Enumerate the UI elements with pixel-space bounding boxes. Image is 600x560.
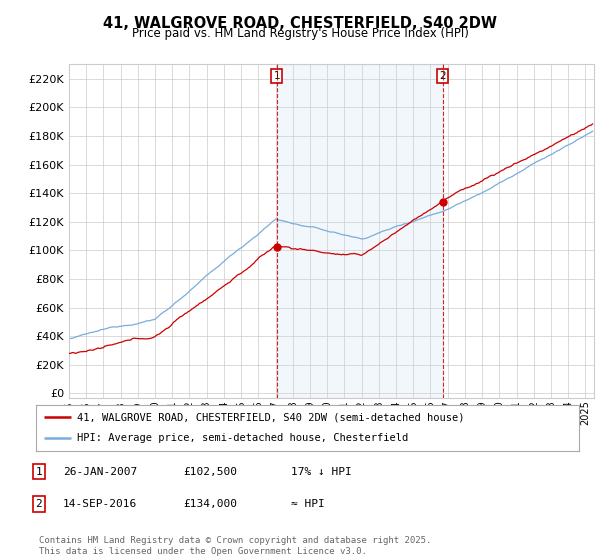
Text: 26-JAN-2007: 26-JAN-2007	[63, 466, 137, 477]
Bar	[277, 64, 443, 398]
Text: HPI: Average price, semi-detached house, Chesterfield: HPI: Average price, semi-detached house,…	[77, 433, 408, 444]
Text: 1: 1	[35, 466, 43, 477]
Text: 14-SEP-2016: 14-SEP-2016	[63, 499, 137, 509]
Text: £102,500: £102,500	[183, 466, 237, 477]
Text: 41, WALGROVE ROAD, CHESTERFIELD, S40 2DW: 41, WALGROVE ROAD, CHESTERFIELD, S40 2DW	[103, 16, 497, 31]
Text: Contains HM Land Registry data © Crown copyright and database right 2025.
This d: Contains HM Land Registry data © Crown c…	[39, 536, 431, 556]
Text: Price paid vs. HM Land Registry's House Price Index (HPI): Price paid vs. HM Land Registry's House …	[131, 27, 469, 40]
Text: ≈ HPI: ≈ HPI	[291, 499, 325, 509]
Text: 41, WALGROVE ROAD, CHESTERFIELD, S40 2DW (semi-detached house): 41, WALGROVE ROAD, CHESTERFIELD, S40 2DW…	[77, 412, 464, 422]
Text: 2: 2	[35, 499, 43, 509]
Text: £134,000: £134,000	[183, 499, 237, 509]
Text: 2: 2	[439, 71, 446, 81]
Text: 1: 1	[274, 71, 280, 81]
Text: 17% ↓ HPI: 17% ↓ HPI	[291, 466, 352, 477]
